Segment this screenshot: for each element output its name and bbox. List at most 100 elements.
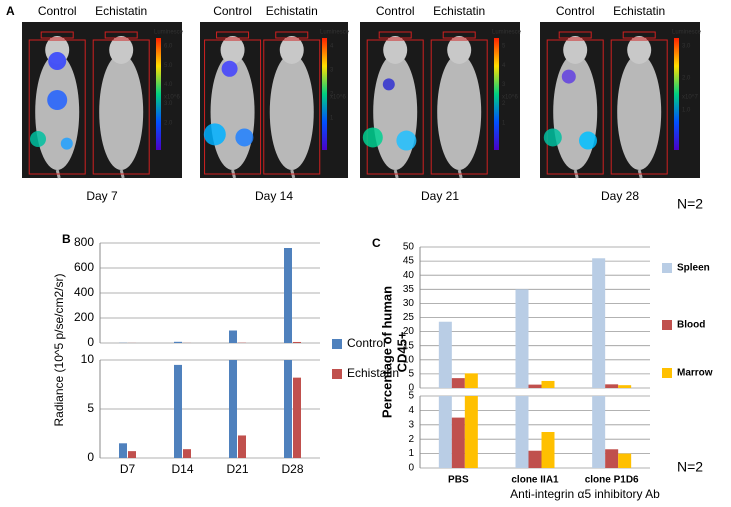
x-tick-label: clone P1D6 [585, 475, 639, 486]
roi-tag [378, 31, 412, 39]
control-label: Control [376, 4, 415, 18]
n-label: N=2 [677, 196, 703, 212]
color-scale [156, 38, 161, 150]
panel-letter: C [372, 236, 381, 250]
scale-label: 4 [330, 44, 334, 50]
x-tick-label: D21 [226, 462, 248, 476]
bar [128, 451, 136, 458]
scale-label: 3.0 [164, 101, 173, 107]
treated-label: Echistatin [433, 4, 485, 18]
mouse-head [447, 36, 472, 64]
scale-title: Luminesce [154, 30, 184, 36]
x-tick-label: D14 [171, 462, 193, 476]
bar [119, 443, 127, 458]
roi-tag [275, 31, 309, 39]
color-scale [674, 38, 679, 150]
y-tick-label: 30 [403, 298, 415, 309]
scale-label: 5 [502, 44, 506, 50]
x-tick-label: PBS [448, 475, 469, 486]
treated-label: Echistatin [95, 4, 147, 18]
roi-tag [40, 31, 74, 39]
scale-title: Luminesce [492, 30, 522, 36]
bar [174, 341, 182, 343]
bars [119, 360, 301, 458]
bar [238, 435, 246, 458]
roi-tag [558, 31, 592, 39]
y-tick-label: 0 [408, 463, 414, 474]
x-axis-label: Anti-integrin α5 inhibitory Ab [510, 487, 660, 501]
treated-label: Echistatin [613, 4, 665, 18]
roi-box [366, 39, 424, 175]
y-axis-label: CD45+ [394, 331, 409, 372]
mouse-body [373, 54, 418, 170]
y-tick-label: 5 [408, 391, 414, 402]
signal [203, 123, 226, 146]
y-tick-label: 200 [74, 310, 94, 324]
bar [541, 432, 555, 468]
day-label: Day 14 [255, 189, 293, 203]
panel-letter: B [62, 232, 71, 246]
y-tick-label: 0 [87, 335, 94, 349]
n-label: N=2 [677, 459, 703, 475]
mouse-body [617, 54, 662, 170]
y-tick-label: 0 [87, 450, 94, 464]
scale-unit: x10^6 [330, 95, 346, 101]
scale-title: Luminesce [672, 30, 702, 36]
control-label: Control [38, 4, 77, 18]
scale-unit: x10^6 [164, 95, 180, 101]
mouse-head [279, 36, 304, 64]
bar [284, 360, 292, 458]
y-tick-label: 3 [408, 419, 414, 430]
y-tick-label: 50 [403, 242, 415, 253]
mouse-head [627, 36, 652, 64]
signal [235, 128, 254, 147]
panel-letter: A [6, 4, 15, 18]
y-tick-label: 600 [74, 260, 94, 274]
scale-label: 5.0 [164, 63, 173, 69]
legend-label: Blood [677, 320, 705, 331]
mouse-body [437, 54, 482, 170]
mouse-body [553, 54, 598, 170]
bar [438, 321, 452, 388]
y-tick-label: 10 [403, 354, 415, 365]
mouse-head [220, 36, 245, 64]
mouse-body [99, 54, 144, 170]
signal [362, 127, 383, 148]
mouse-body [269, 54, 314, 170]
scale-label: 4 [502, 63, 506, 69]
color-scale [322, 38, 327, 150]
signal [543, 128, 562, 147]
y-tick-label: 800 [74, 235, 94, 249]
bar [451, 378, 465, 388]
y-tick-label: 20 [403, 326, 415, 337]
scale-unit: x10^7 [682, 95, 698, 101]
mouse-head [563, 36, 588, 64]
control-label: Control [556, 4, 595, 18]
scale-unit: x10^6 [502, 95, 518, 101]
y-axis-label: Radiance (10^5 p/se/cm2/sr) [52, 273, 66, 426]
bar [183, 449, 191, 458]
y-tick-label: 2 [408, 434, 414, 445]
signal [48, 52, 67, 70]
x-tick-label: D7 [120, 462, 136, 476]
mouse-head [109, 36, 134, 64]
legend-label: Control [347, 336, 386, 350]
signal [382, 78, 395, 91]
y-tick-label: 25 [403, 312, 415, 323]
bar [174, 364, 182, 458]
bar [293, 377, 301, 458]
y-tick-label: 45 [403, 256, 415, 267]
scale-label: 3 [330, 68, 334, 74]
bar [605, 384, 619, 388]
y-tick-label: 15 [403, 340, 415, 351]
bar [464, 373, 478, 388]
control-label: Control [213, 4, 252, 18]
y-tick-label: 4 [408, 405, 414, 416]
bar [515, 396, 529, 468]
signal [396, 130, 417, 151]
signal [47, 90, 68, 110]
day-label: Day 21 [421, 189, 459, 203]
scale-label: 3 [502, 82, 506, 88]
bar [528, 384, 542, 388]
